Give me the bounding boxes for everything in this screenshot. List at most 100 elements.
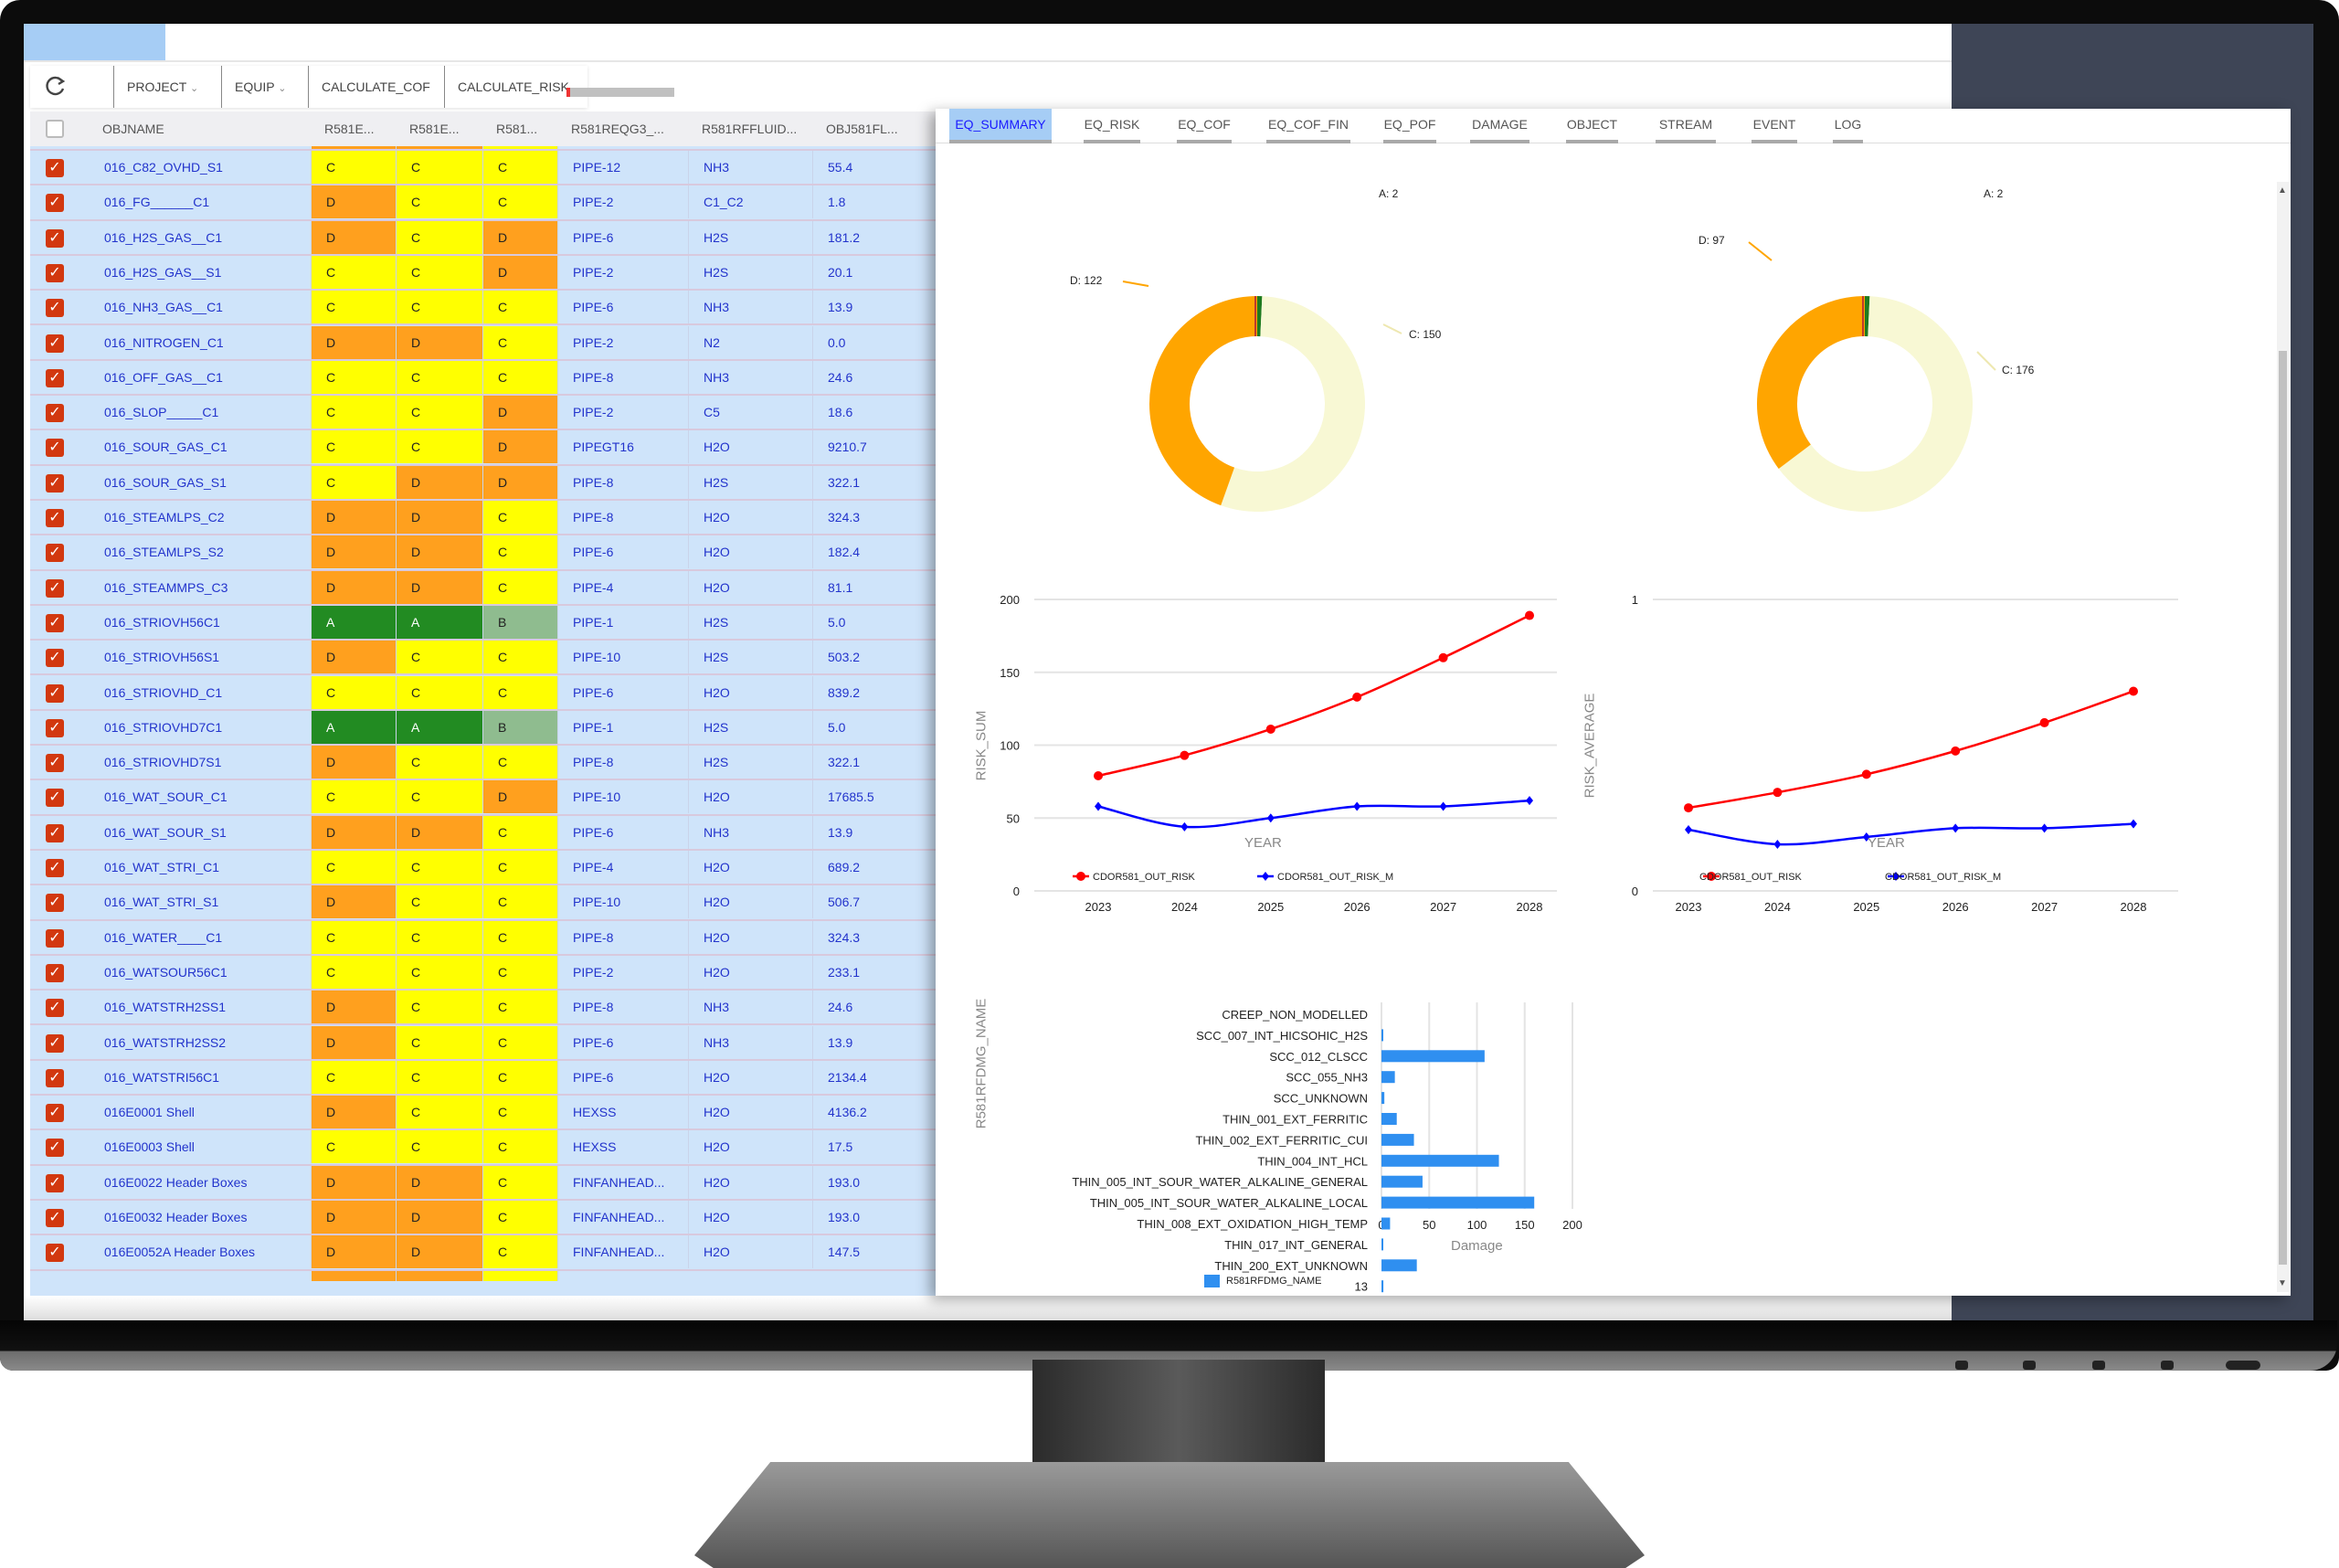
table-row[interactable]: ✓ 016_WATER____C1 C C C PIPE-8 H2O 324.3: [30, 920, 953, 956]
table-row[interactable]: ✓ 016E0052A Header Boxes D D C FINFANHEAD... H…: [30, 1235, 953, 1271]
fluid-cell[interactable]: H2S: [689, 605, 813, 639]
grade-cell[interactable]: C: [397, 185, 483, 219]
monitor-button[interactable]: [2092, 1361, 2105, 1370]
component-cell[interactable]: PIPE-2: [558, 955, 689, 989]
grade-cell[interactable]: C: [483, 1060, 558, 1094]
row-checkbox[interactable]: ✓: [46, 1244, 64, 1263]
grade-cell[interactable]: C: [312, 1060, 397, 1094]
table-row[interactable]: ✓ 016E0022 Header Boxes D D C FINFANHEAD... H2…: [30, 1165, 953, 1201]
table-row[interactable]: ✓ 016_WATSTRH2SS2 D C C PIPE-6 NH3 13.9: [30, 1025, 953, 1061]
grade-cell[interactable]: D: [397, 465, 483, 499]
objname-cell[interactable]: 016_H2S_GAS__C1: [90, 220, 312, 254]
value-cell[interactable]: 9210.7: [813, 430, 953, 464]
grade-cell[interactable]: A: [312, 605, 397, 639]
grade-cell[interactable]: C: [312, 955, 397, 989]
grade-cell[interactable]: C: [312, 430, 397, 464]
grade-cell[interactable]: C: [312, 851, 397, 884]
objname-cell[interactable]: 016_C82_OVHD_S1: [90, 151, 312, 184]
tab-damage[interactable]: DAMAGE: [1470, 109, 1529, 143]
component-cell[interactable]: PIPE-6: [558, 1060, 689, 1094]
component-cell[interactable]: PIPE-2: [558, 396, 689, 429]
fluid-cell[interactable]: H2O: [689, 955, 813, 989]
value-cell[interactable]: 24.6: [813, 360, 953, 394]
value-cell[interactable]: 17.5: [813, 1130, 953, 1164]
grade-cell[interactable]: C: [312, 780, 397, 814]
value-cell[interactable]: 322.1: [813, 465, 953, 499]
table-row[interactable]: ✓ 016_C82_OVHD_S1 C C C PIPE-12 NH3 55.4: [30, 151, 953, 186]
grade-cell[interactable]: D: [312, 1235, 397, 1269]
objname-cell[interactable]: 016E0003 Shell: [90, 1130, 312, 1164]
component-cell[interactable]: PIPE-2: [558, 325, 689, 359]
component-cell[interactable]: PIPE-1: [558, 605, 689, 639]
component-cell[interactable]: PIPE-1: [558, 710, 689, 744]
value-cell[interactable]: 839.2: [813, 675, 953, 709]
table-row[interactable]: ✓ 016_SOUR_GAS_S1 C D D PIPE-8 H2S 322.1: [30, 465, 953, 501]
value-cell[interactable]: 20.1: [813, 255, 953, 289]
value-cell[interactable]: 233.1: [813, 955, 953, 989]
grade-cell[interactable]: C: [483, 815, 558, 849]
row-checkbox[interactable]: ✓: [46, 228, 64, 248]
objname-cell[interactable]: 016_WAT_STRI_S1: [90, 885, 312, 919]
fluid-cell[interactable]: NH3: [689, 360, 813, 394]
fluid-cell[interactable]: H2S: [689, 220, 813, 254]
column-header[interactable]: R581RFFLUID...: [702, 122, 798, 136]
grade-cell[interactable]: C: [397, 430, 483, 464]
grade-cell[interactable]: C: [397, 291, 483, 324]
grade-cell[interactable]: C: [397, 920, 483, 954]
fluid-cell[interactable]: H2S: [689, 255, 813, 289]
value-cell[interactable]: 5.0: [813, 710, 953, 744]
component-cell[interactable]: PIPE-6: [558, 815, 689, 849]
row-checkbox[interactable]: ✓: [46, 649, 64, 668]
grade-cell[interactable]: C: [397, 851, 483, 884]
grade-cell[interactable]: C: [483, 641, 558, 674]
column-header[interactable]: OBJNAME: [102, 122, 164, 136]
table-row[interactable]: ✓ 016_STRIOVH56S1 D C C PIPE-10 H2S 503.2: [30, 641, 953, 676]
objname-cell[interactable]: 016_STEAMMPS_C3: [90, 570, 312, 604]
objname-cell[interactable]: 016_STEAMLPS_C2: [90, 501, 312, 534]
table-row[interactable]: ✓ 016_NITROGEN_C1 D D C PIPE-2 N2 0.0: [30, 325, 953, 361]
value-cell[interactable]: 324.3: [813, 501, 953, 534]
grade-cell[interactable]: C: [397, 746, 483, 779]
grade-cell[interactable]: D: [397, 535, 483, 569]
objname-cell[interactable]: 016_STRIOVH56S1: [90, 641, 312, 674]
fluid-cell[interactable]: H2O: [689, 430, 813, 464]
value-cell[interactable]: 24.6: [813, 991, 953, 1024]
table-row[interactable]: ✓ 016_WATSOUR56C1 C C C PIPE-2 H2O 233.1: [30, 955, 953, 991]
grade-cell[interactable]: C: [483, 991, 558, 1024]
grade-cell[interactable]: C: [483, 1096, 558, 1129]
objname-cell[interactable]: 016_WATSTRH2SS2: [90, 1025, 312, 1059]
grade-cell[interactable]: C: [483, 746, 558, 779]
component-cell[interactable]: PIPE-6: [558, 675, 689, 709]
row-checkbox[interactable]: ✓: [46, 1209, 64, 1227]
table-row[interactable]: ✓ 016_STRIOVHD7C1 A A B PIPE-1 H2S 5.0: [30, 710, 953, 747]
table-row[interactable]: ✓ 016_STEAMLPS_C2 D D C PIPE-8 H2O 324.3: [30, 501, 953, 536]
grade-cell[interactable]: D: [483, 220, 558, 254]
row-checkbox[interactable]: ✓: [46, 683, 64, 703]
grade-cell[interactable]: C: [483, 535, 558, 569]
equip-dropdown[interactable]: EQUIP ⌄: [221, 66, 308, 108]
row-checkbox[interactable]: ✓: [46, 1033, 64, 1053]
component-cell[interactable]: PIPE-8: [558, 501, 689, 534]
grade-cell[interactable]: C: [312, 151, 397, 184]
component-cell[interactable]: PIPE-10: [558, 641, 689, 674]
row-checkbox[interactable]: ✓: [46, 1139, 64, 1158]
table-row[interactable]: ✓ 016E0003 Shell C C C HEXSS H2O 17.5: [30, 1130, 953, 1166]
row-checkbox[interactable]: ✓: [46, 299, 64, 318]
grade-cell[interactable]: D: [397, 325, 483, 359]
grade-cell[interactable]: C: [483, 291, 558, 324]
component-cell[interactable]: PIPE-8: [558, 360, 689, 394]
grade-cell[interactable]: B: [483, 605, 558, 639]
grade-cell[interactable]: C: [397, 220, 483, 254]
row-checkbox[interactable]: ✓: [46, 334, 64, 353]
row-checkbox[interactable]: ✓: [46, 578, 64, 598]
value-cell[interactable]: 147.5: [813, 1235, 953, 1269]
monitor-button[interactable]: [2161, 1361, 2174, 1370]
component-cell[interactable]: PIPE-2: [558, 185, 689, 219]
row-checkbox[interactable]: ✓: [46, 1104, 64, 1123]
fluid-cell[interactable]: C1_C2: [689, 185, 813, 219]
objname-cell[interactable]: 016_SOUR_GAS_S1: [90, 465, 312, 499]
grade-cell[interactable]: C: [312, 396, 397, 429]
objname-cell[interactable]: 016_NH3_GAS__C1: [90, 291, 312, 324]
value-cell[interactable]: 689.2: [813, 851, 953, 884]
row-checkbox[interactable]: ✓: [46, 194, 64, 213]
